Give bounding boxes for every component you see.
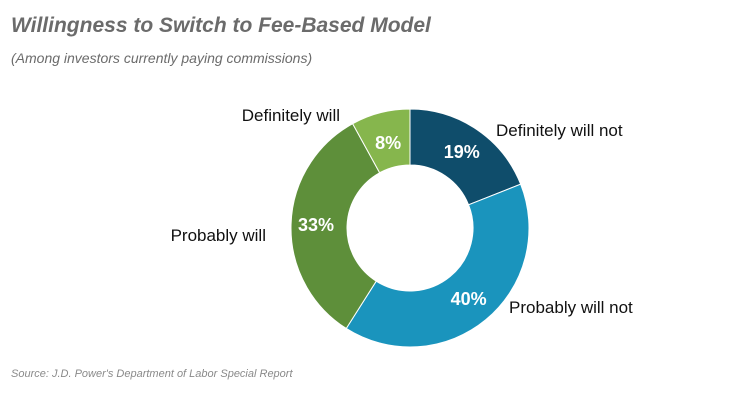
slice-definitely-will — [351, 108, 411, 174]
category-label: Probably will — [171, 226, 266, 245]
percent-label: 33% — [298, 215, 334, 235]
chart-subtitle: (Among investors currently paying commis… — [11, 50, 313, 66]
category-label: Definitely will not — [496, 121, 623, 140]
category-label: Probably will not — [509, 298, 633, 317]
slice-probably-will — [290, 123, 381, 330]
donut-slices — [290, 108, 530, 348]
chart-title: Willingness to Switch to Fee-Based Model — [11, 14, 431, 37]
category-label: Definitely will — [242, 106, 340, 125]
donut-percent-labels: 19% 40% 33% 8% — [298, 133, 487, 309]
percent-label: 19% — [444, 142, 480, 162]
slice-probably-will-not — [345, 183, 530, 348]
percent-label: 40% — [451, 289, 487, 309]
percent-label: 8% — [375, 133, 401, 153]
donut-category-labels: Definitely will not Probably will not Prob… — [171, 106, 633, 317]
source-note: Source: J.D. Power's Department of Labor… — [11, 368, 293, 380]
